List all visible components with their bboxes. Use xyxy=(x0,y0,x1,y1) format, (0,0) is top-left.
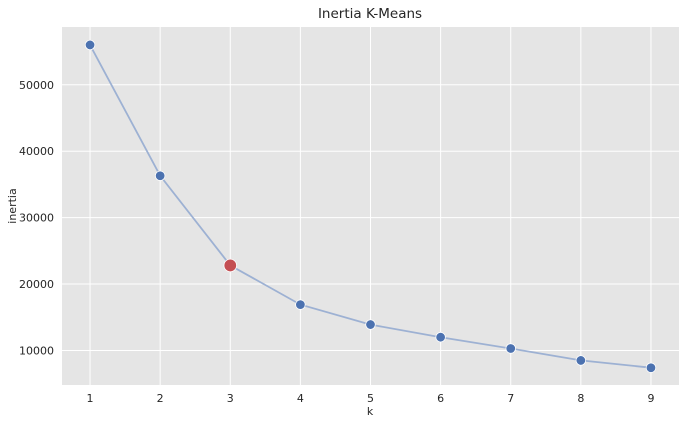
inertia-series xyxy=(84,39,657,373)
y-tick-label: 50000 xyxy=(19,79,54,92)
data-point xyxy=(645,362,657,373)
data-point xyxy=(505,343,516,354)
x-axis-label: k xyxy=(367,405,374,418)
y-tick-label: 10000 xyxy=(19,344,54,357)
chart-title: Inertia K-Means xyxy=(318,6,422,22)
y-tick-label: 40000 xyxy=(19,145,54,158)
data-point xyxy=(84,39,96,51)
y-tick-label: 20000 xyxy=(19,278,54,291)
x-tick-label: 4 xyxy=(297,392,304,405)
data-point xyxy=(295,299,306,310)
y-tick-labels: 10000 20000 30000 40000 50000 xyxy=(19,79,54,358)
x-tick-label: 5 xyxy=(367,392,374,405)
x-tick-label: 3 xyxy=(227,392,234,405)
data-point xyxy=(365,319,376,330)
x-tick-label: 2 xyxy=(157,392,164,405)
y-tick-label: 30000 xyxy=(19,212,54,225)
x-tick-label: 9 xyxy=(647,392,654,405)
highlight-point xyxy=(223,258,237,273)
x-tick-label: 6 xyxy=(437,392,444,405)
x-tick-label: 8 xyxy=(577,392,584,405)
data-point xyxy=(154,170,166,181)
x-tick-label: 7 xyxy=(507,392,514,405)
data-point xyxy=(435,331,446,343)
data-point xyxy=(575,355,587,366)
x-tick-labels: 1 2 3 4 5 6 7 8 9 xyxy=(87,392,655,405)
y-axis-label: inertia xyxy=(6,188,19,223)
x-tick-label: 1 xyxy=(87,392,94,405)
